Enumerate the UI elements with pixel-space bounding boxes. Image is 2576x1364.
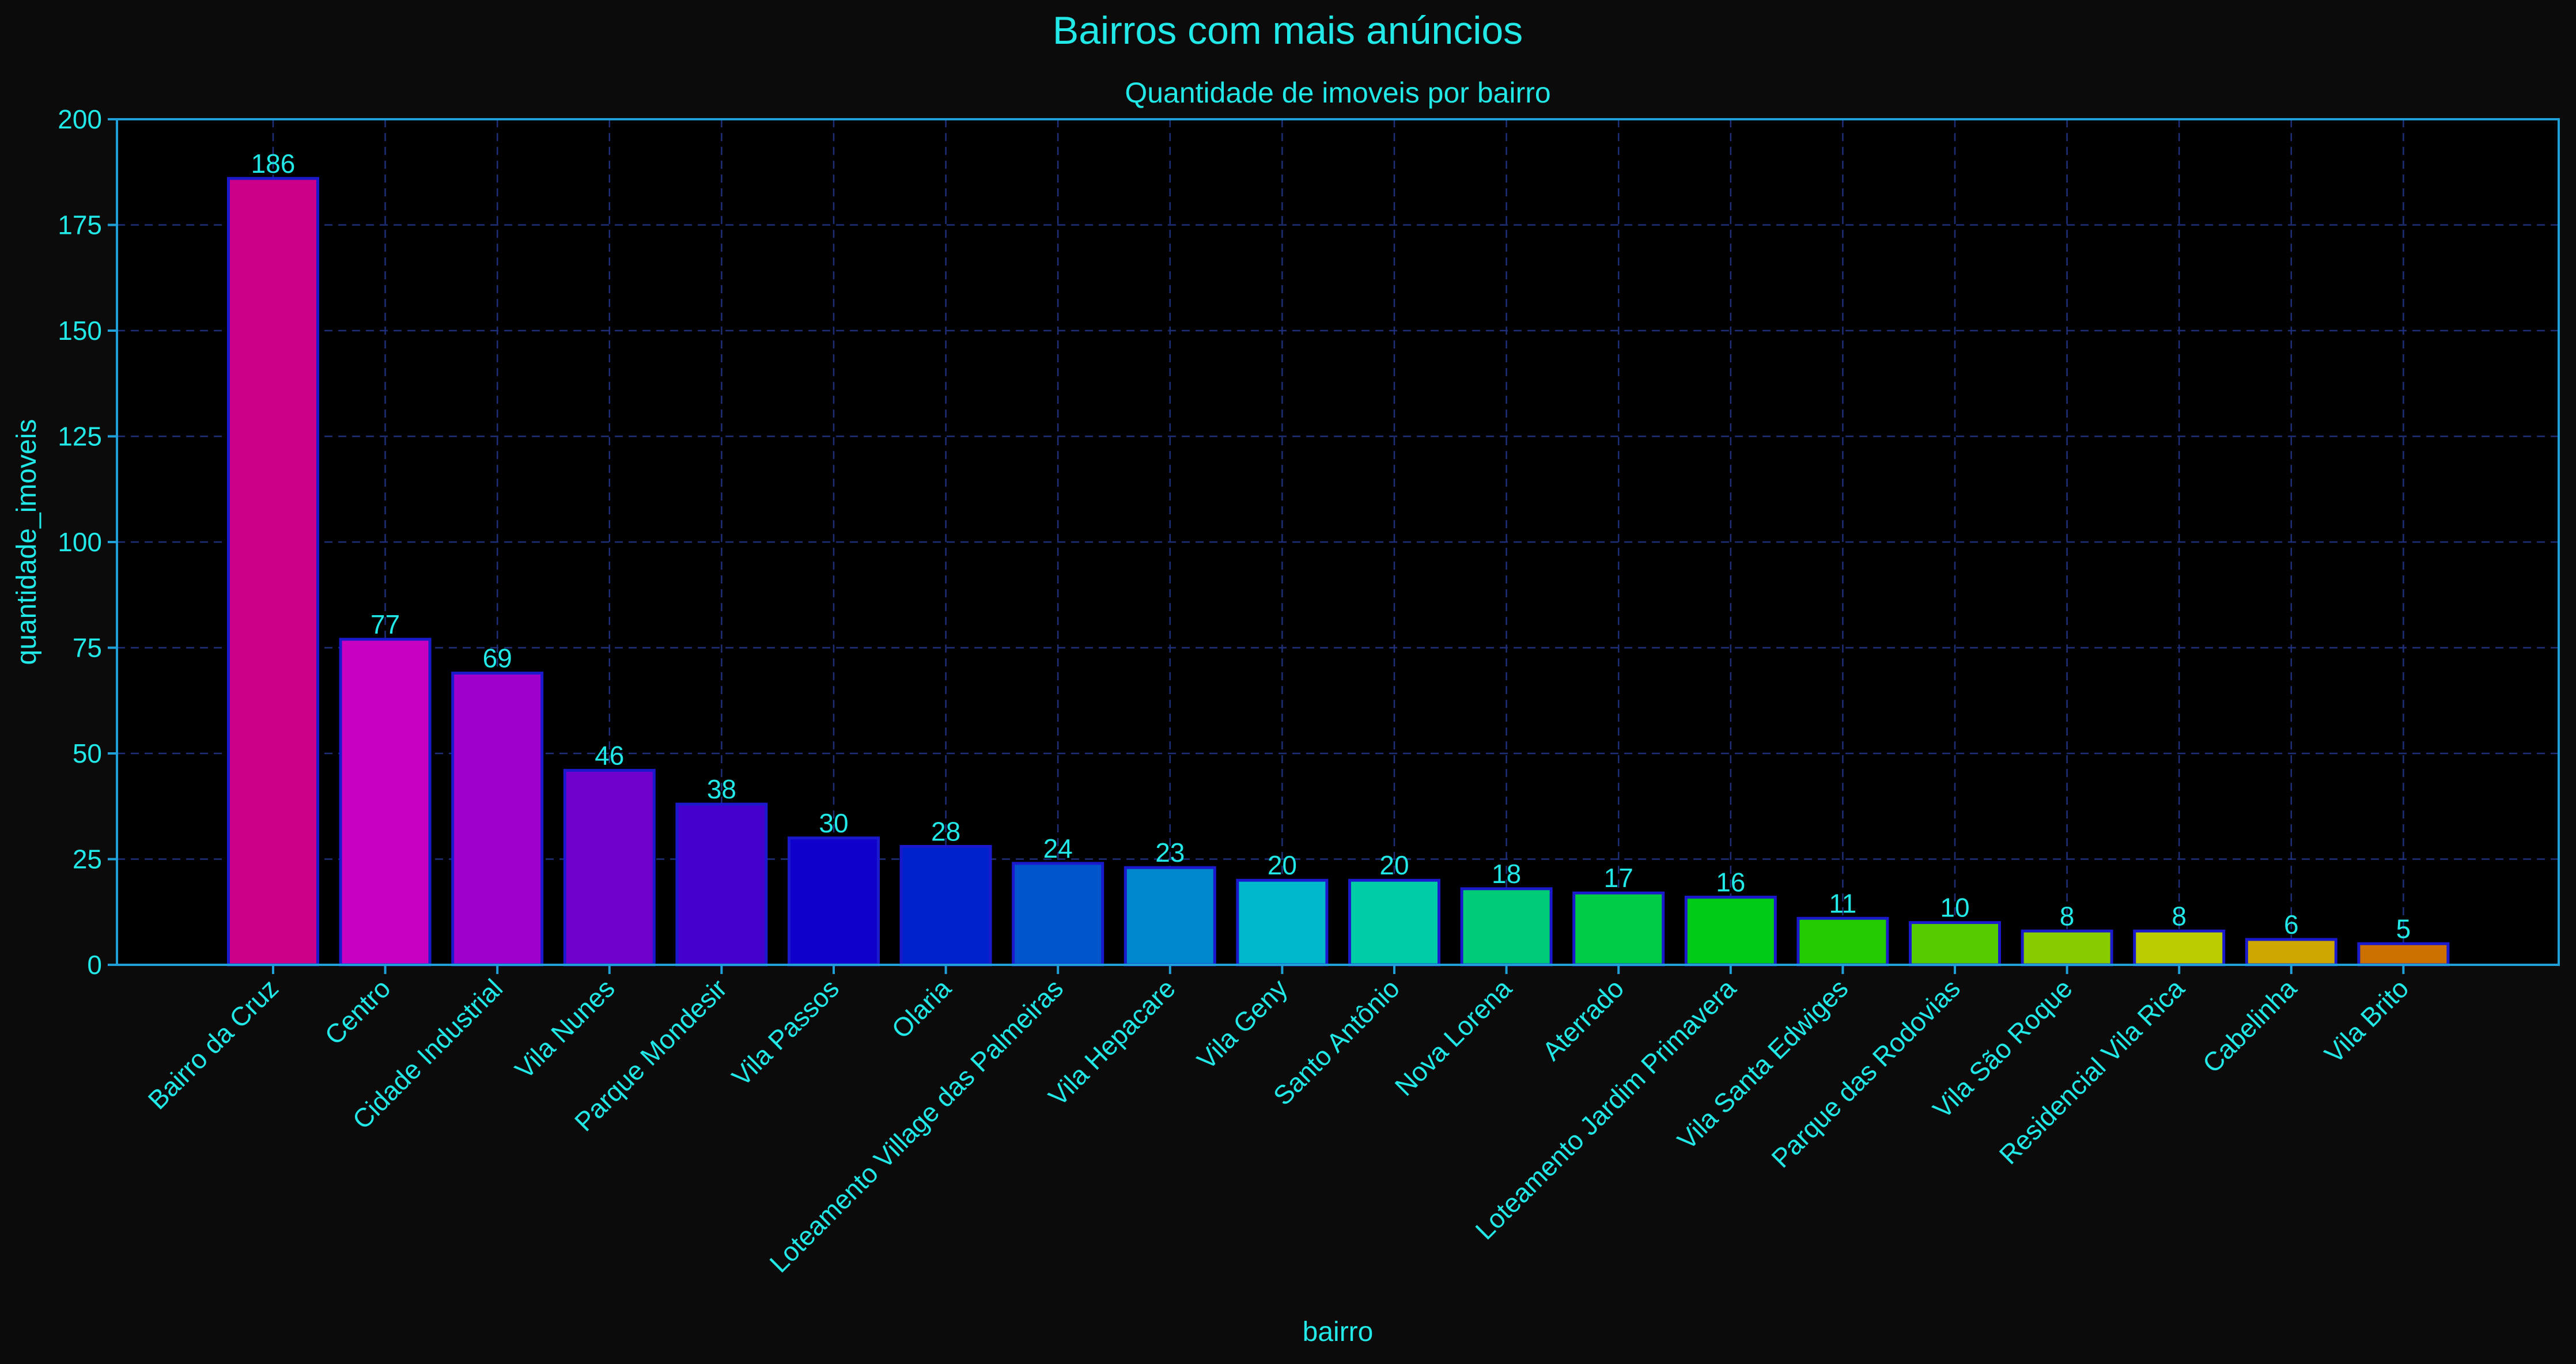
- y-tick-label: 0: [87, 950, 102, 980]
- bar-value-label: 77: [370, 609, 400, 639]
- y-tick-label: 125: [58, 422, 102, 452]
- data-labels: 186 77 69 46 38 30 28 24 23 20 20 18 17 16 11 10 8 8 6 5: [251, 149, 2411, 944]
- y-tick-label: 50: [73, 738, 102, 768]
- bar: [563, 768, 656, 967]
- grid-lines: [117, 118, 2559, 966]
- bar-value-label: 18: [1492, 859, 1521, 889]
- bar: [1348, 878, 1440, 967]
- bar-value-label: 6: [2284, 910, 2299, 939]
- bar: [2021, 929, 2113, 967]
- bar: [788, 836, 880, 967]
- bar-value-label: 20: [1268, 850, 1297, 880]
- bar: [1684, 896, 1777, 967]
- bar-value-label: 28: [931, 816, 960, 846]
- bar: [1124, 866, 1216, 967]
- bar: [1572, 891, 1665, 967]
- bar-value-label: 38: [707, 774, 736, 804]
- y-tick-label: 175: [58, 210, 102, 240]
- bar-value-label: 69: [483, 643, 512, 673]
- bar: [2357, 942, 2450, 967]
- bar-value-label: 46: [595, 740, 624, 770]
- y-axis-label: quantidade_imoveis: [12, 419, 42, 665]
- bar-value-label: 11: [1829, 888, 1857, 918]
- y-tick-label: 150: [58, 316, 102, 346]
- bar-value-label: 20: [1379, 850, 1409, 880]
- bar: [1796, 916, 1889, 967]
- bar: [675, 802, 768, 967]
- bar-value-label: 186: [251, 149, 296, 179]
- bar-value-label: 8: [2172, 901, 2187, 931]
- y-tick-label: 75: [73, 633, 102, 663]
- bar-value-label: 5: [2396, 914, 2411, 944]
- bar-value-label: 24: [1043, 833, 1073, 863]
- bar: [1236, 878, 1329, 967]
- bar-value-label: 17: [1604, 863, 1633, 893]
- bar: [899, 844, 992, 967]
- bar-value-label: 16: [1716, 867, 1745, 897]
- chart-title: Bairros com mais anúncios: [1053, 9, 1523, 52]
- bar: [451, 672, 544, 967]
- bars: [227, 177, 2450, 967]
- bar-value-label: 30: [819, 808, 848, 838]
- y-axis-ticks: 0 25 50 75 100 125 150 175 200: [58, 104, 117, 980]
- bar: [1012, 862, 1104, 967]
- x-axis-label: bairro: [1303, 1317, 1374, 1347]
- bar-value-label: 10: [1940, 893, 1969, 923]
- y-tick-label: 200: [58, 104, 102, 134]
- bar: [2133, 929, 2226, 967]
- bar-value-label: 23: [1155, 838, 1185, 867]
- y-tick-label: 100: [58, 527, 102, 557]
- bar: [1460, 887, 1553, 967]
- chart-subtitle: Quantidade de imoveis por bairro: [1125, 77, 1550, 109]
- bar: [227, 177, 319, 967]
- bar-value-label: 8: [2060, 901, 2075, 931]
- y-tick-label: 25: [73, 844, 102, 874]
- bar: [1909, 921, 2001, 967]
- bar: [339, 638, 432, 967]
- bar: [2245, 938, 2337, 967]
